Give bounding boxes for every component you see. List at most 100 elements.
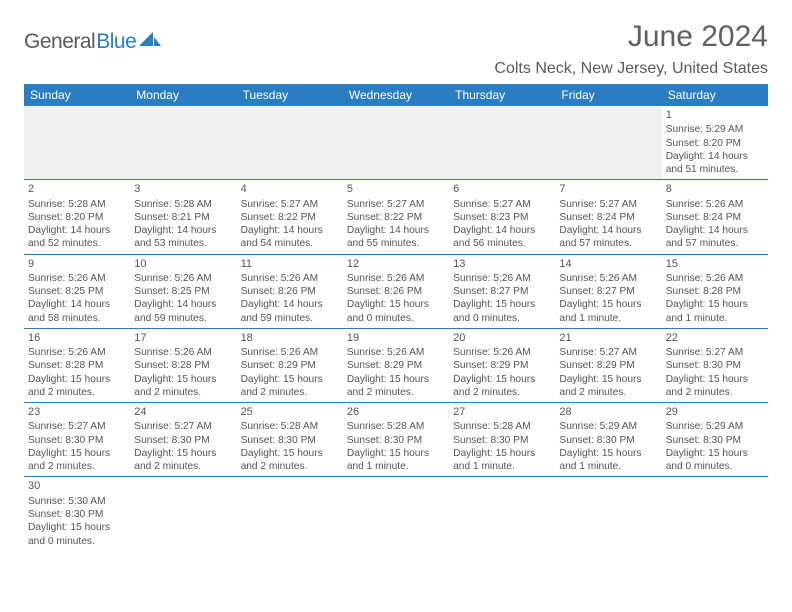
weekday-header-row: Sunday Monday Tuesday Wednesday Thursday… [24, 84, 768, 106]
day-detail-line: Sunrise: 5:26 AM [666, 272, 764, 285]
day-detail-line: Sunset: 8:23 PM [453, 211, 551, 224]
day-detail-line: Sunset: 8:26 PM [347, 285, 445, 298]
day-detail-line: Sunrise: 5:26 AM [28, 272, 126, 285]
day-detail-line: Sunrise: 5:28 AM [134, 198, 232, 211]
day-detail-line: Daylight: 15 hours [134, 373, 232, 386]
day-detail-line: Sunrise: 5:27 AM [666, 346, 764, 359]
day-detail-line: Daylight: 15 hours [28, 521, 126, 534]
calendar-day-cell: 21Sunrise: 5:27 AMSunset: 8:29 PMDayligh… [555, 328, 661, 402]
calendar-day-cell: 13Sunrise: 5:26 AMSunset: 8:27 PMDayligh… [449, 254, 555, 328]
calendar-week-row: 30Sunrise: 5:30 AMSunset: 8:30 PMDayligh… [24, 477, 768, 551]
day-detail-line: Sunset: 8:30 PM [666, 434, 764, 447]
day-number: 9 [28, 257, 126, 271]
day-detail-line: Daylight: 15 hours [347, 373, 445, 386]
day-detail-line: Sunrise: 5:29 AM [666, 420, 764, 433]
calendar-day-cell: 27Sunrise: 5:28 AMSunset: 8:30 PMDayligh… [449, 403, 555, 477]
day-detail-line: Daylight: 14 hours [559, 224, 657, 237]
month-year-title: June 2024 [494, 20, 768, 54]
day-detail-line: Daylight: 15 hours [347, 447, 445, 460]
day-detail-line: and 2 minutes. [453, 386, 551, 399]
day-detail-line: and 59 minutes. [134, 312, 232, 325]
day-detail-line: Sunrise: 5:26 AM [134, 272, 232, 285]
day-detail-line: Sunrise: 5:26 AM [559, 272, 657, 285]
day-detail-line: Daylight: 15 hours [134, 447, 232, 460]
day-detail-line: Daylight: 14 hours [134, 298, 232, 311]
day-detail-line: Sunrise: 5:28 AM [453, 420, 551, 433]
logo-sail-icon [139, 32, 161, 46]
calendar-day-cell [24, 106, 130, 180]
day-detail-line: Sunrise: 5:27 AM [241, 198, 339, 211]
calendar-day-cell: 16Sunrise: 5:26 AMSunset: 8:28 PMDayligh… [24, 328, 130, 402]
logo-text-blue: Blue [96, 30, 136, 54]
day-number: 18 [241, 331, 339, 345]
day-detail-line: Sunrise: 5:26 AM [347, 346, 445, 359]
calendar-day-cell: 10Sunrise: 5:26 AMSunset: 8:25 PMDayligh… [130, 254, 236, 328]
weekday-header: Wednesday [343, 84, 449, 106]
day-detail-line: and 2 minutes. [134, 460, 232, 473]
location-text: Colts Neck, New Jersey, United States [494, 60, 768, 78]
day-detail-line: Daylight: 15 hours [453, 298, 551, 311]
day-number: 2 [28, 182, 126, 196]
day-detail-line: Sunrise: 5:26 AM [453, 272, 551, 285]
day-detail-line: Daylight: 14 hours [134, 224, 232, 237]
day-number: 4 [241, 182, 339, 196]
calendar-day-cell: 17Sunrise: 5:26 AMSunset: 8:28 PMDayligh… [130, 328, 236, 402]
calendar-day-cell: 2Sunrise: 5:28 AMSunset: 8:20 PMDaylight… [24, 180, 130, 254]
calendar-day-cell [449, 106, 555, 180]
day-detail-line: Daylight: 15 hours [666, 298, 764, 311]
day-number: 3 [134, 182, 232, 196]
weekday-header: Friday [555, 84, 661, 106]
day-detail-line: Daylight: 14 hours [28, 224, 126, 237]
day-number: 14 [559, 257, 657, 271]
day-detail-line: and 56 minutes. [453, 237, 551, 250]
day-number: 27 [453, 405, 551, 419]
day-number: 17 [134, 331, 232, 345]
day-detail-line: and 51 minutes. [666, 163, 764, 176]
day-number: 25 [241, 405, 339, 419]
day-detail-line: Sunrise: 5:27 AM [559, 346, 657, 359]
day-detail-line: Sunrise: 5:27 AM [28, 420, 126, 433]
day-detail-line: Sunset: 8:29 PM [559, 359, 657, 372]
day-detail-line: Sunset: 8:20 PM [666, 137, 764, 150]
calendar-day-cell: 15Sunrise: 5:26 AMSunset: 8:28 PMDayligh… [662, 254, 768, 328]
day-number: 30 [28, 479, 126, 493]
day-detail-line: Daylight: 15 hours [453, 373, 551, 386]
day-detail-line: Sunset: 8:24 PM [666, 211, 764, 224]
day-detail-line: Sunset: 8:22 PM [241, 211, 339, 224]
day-detail-line: and 0 minutes. [347, 312, 445, 325]
calendar-week-row: 2Sunrise: 5:28 AMSunset: 8:20 PMDaylight… [24, 180, 768, 254]
day-number: 19 [347, 331, 445, 345]
day-detail-line: Sunset: 8:30 PM [559, 434, 657, 447]
weekday-header: Sunday [24, 84, 130, 106]
day-detail-line: Daylight: 15 hours [28, 447, 126, 460]
day-number: 23 [28, 405, 126, 419]
calendar-week-row: 9Sunrise: 5:26 AMSunset: 8:25 PMDaylight… [24, 254, 768, 328]
day-detail-line: Sunset: 8:29 PM [453, 359, 551, 372]
calendar-day-cell: 6Sunrise: 5:27 AMSunset: 8:23 PMDaylight… [449, 180, 555, 254]
day-detail-line: and 0 minutes. [666, 460, 764, 473]
day-detail-line: Daylight: 15 hours [559, 298, 657, 311]
day-detail-line: and 1 minute. [666, 312, 764, 325]
day-detail-line: Sunrise: 5:27 AM [134, 420, 232, 433]
day-detail-line: and 2 minutes. [347, 386, 445, 399]
day-detail-line: Sunrise: 5:26 AM [453, 346, 551, 359]
day-detail-line: Sunrise: 5:28 AM [241, 420, 339, 433]
day-detail-line: Daylight: 14 hours [666, 150, 764, 163]
logo: General Blue [24, 30, 161, 54]
day-detail-line: Daylight: 15 hours [559, 447, 657, 460]
calendar-day-cell [662, 477, 768, 551]
calendar-day-cell: 23Sunrise: 5:27 AMSunset: 8:30 PMDayligh… [24, 403, 130, 477]
calendar-day-cell [237, 106, 343, 180]
day-detail-line: and 1 minute. [347, 460, 445, 473]
calendar-day-cell: 8Sunrise: 5:26 AMSunset: 8:24 PMDaylight… [662, 180, 768, 254]
day-detail-line: Sunset: 8:29 PM [241, 359, 339, 372]
day-detail-line: Daylight: 14 hours [453, 224, 551, 237]
day-detail-line: and 54 minutes. [241, 237, 339, 250]
day-number: 5 [347, 182, 445, 196]
calendar-day-cell [130, 106, 236, 180]
day-number: 26 [347, 405, 445, 419]
calendar-day-cell: 25Sunrise: 5:28 AMSunset: 8:30 PMDayligh… [237, 403, 343, 477]
calendar-day-cell [237, 477, 343, 551]
day-detail-line: and 59 minutes. [241, 312, 339, 325]
day-detail-line: Daylight: 14 hours [241, 224, 339, 237]
